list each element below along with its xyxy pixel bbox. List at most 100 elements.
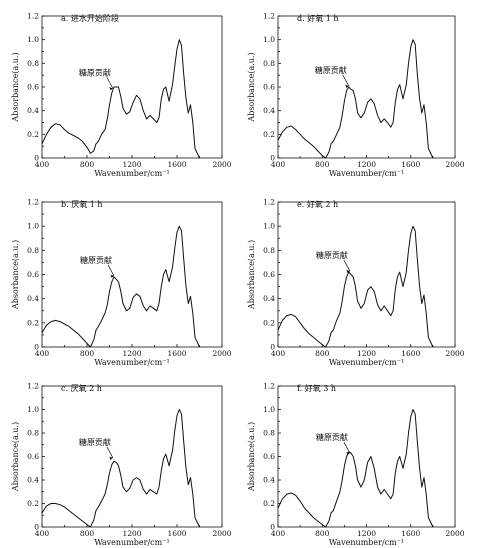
- x-tick-label: 800: [80, 160, 95, 169]
- plot-frame: [277, 15, 456, 159]
- panel-label: e. 好氧 2 h: [297, 199, 338, 209]
- y-tick-label: 1.2: [263, 382, 275, 391]
- x-tick-label: 400: [35, 349, 50, 358]
- y-tick-label: 1.0: [27, 35, 39, 44]
- y-tick-label: 0.8: [27, 246, 39, 255]
- spectrum-line: [41, 409, 200, 528]
- x-tick-label: 2000: [445, 349, 464, 358]
- y-tick-label: 0.4: [263, 294, 275, 303]
- panel-label: b. 厌氧 1 h: [61, 199, 103, 209]
- y-tick-label: 0.8: [263, 59, 275, 68]
- x-axis-title: Wavenumber/cm⁻¹: [94, 358, 169, 367]
- glycogen-annotation: 糖原贡献: [316, 250, 348, 260]
- annotation-arrow: [342, 74, 350, 87]
- x-tick-label: 400: [271, 529, 286, 538]
- y-tick-label: 0.6: [27, 83, 39, 92]
- y-axis-title: Absorbance(a.u.): [247, 52, 256, 122]
- spectrum-line: [277, 225, 434, 348]
- y-tick-label: 0: [34, 523, 39, 532]
- panel-label: c. 厌氧 2 h: [61, 383, 102, 393]
- x-tick-label: 1600: [401, 160, 420, 169]
- arrow-head-icon: [345, 84, 349, 88]
- y-tick-label: 0.6: [263, 83, 275, 92]
- glycogen-annotation: 糖原贡献: [316, 432, 348, 442]
- x-tick-label: 400: [35, 160, 50, 169]
- annotation-arrow: [343, 259, 351, 272]
- x-axis-title: Wavenumber/cm⁻¹: [94, 169, 169, 178]
- y-tick-label: 0: [34, 154, 39, 163]
- x-tick-label: 1200: [357, 529, 376, 538]
- y-axis-title: Absorbance(a.u.): [11, 240, 20, 310]
- y-tick-label: 0: [34, 343, 39, 352]
- x-tick-label: 1600: [401, 529, 420, 538]
- annotation-arrow: [106, 446, 114, 459]
- y-tick-label: 0.2: [263, 130, 275, 139]
- y-tick-label: 0.6: [263, 452, 275, 461]
- y-tick-label: 1.0: [27, 222, 39, 231]
- y-tick-label: 1.2: [263, 12, 275, 21]
- y-tick-label: 0.4: [27, 106, 39, 115]
- x-tick-label: 2000: [212, 349, 231, 358]
- arrow-head-icon: [346, 451, 350, 456]
- y-tick-label: 0.4: [27, 476, 39, 485]
- y-tick-label: 1.0: [263, 222, 275, 231]
- y-axis-title: Absorbance(a.u.): [11, 422, 20, 492]
- x-tick-label: 2000: [212, 529, 231, 538]
- x-tick-label: 1600: [167, 349, 186, 358]
- annotation-arrow: [106, 77, 114, 89]
- arrow-head-icon: [110, 274, 114, 278]
- x-axis-title: Wavenumber/cm⁻¹: [329, 358, 404, 367]
- y-tick-label: 0.6: [263, 270, 275, 279]
- x-tick-label: 1200: [357, 349, 376, 358]
- glycogen-annotation: 糖原贡献: [315, 65, 347, 75]
- x-tick-label: 800: [315, 160, 330, 169]
- y-tick-label: 0.8: [263, 429, 275, 438]
- x-tick-label: 2000: [445, 160, 464, 169]
- spectrum-line: [277, 39, 434, 159]
- x-tick-label: 1200: [122, 349, 141, 358]
- panel-2: 400 800 1200 1600 2000 0 0.2 0.4 0.6 0.8 1.0 1.2 Wav…: [247, 12, 465, 179]
- plot-frame: [41, 201, 223, 348]
- y-tick-label: 0.4: [263, 476, 275, 485]
- y-tick-label: 0: [270, 343, 275, 352]
- x-tick-label: 400: [271, 349, 286, 358]
- y-tick-label: 0.2: [27, 130, 39, 139]
- y-tick-label: 1.0: [263, 405, 275, 414]
- x-axis-title: Wavenumber/cm⁻¹: [329, 538, 404, 547]
- arrow-head-icon: [109, 456, 113, 460]
- plot-frame: [277, 385, 456, 528]
- panel-label: a. 进水开始阶段: [61, 13, 119, 23]
- y-tick-label: 0.4: [263, 106, 275, 115]
- y-tick-label: 1.2: [27, 198, 39, 207]
- plot-frame: [41, 15, 223, 159]
- y-tick-label: 0.8: [27, 429, 39, 438]
- panel-label: d. 好氧 1 h: [297, 13, 339, 23]
- y-tick-label: 1.0: [27, 405, 39, 414]
- x-tick-label: 800: [80, 349, 95, 358]
- annotation-arrow: [343, 441, 351, 454]
- y-tick-label: 0.6: [27, 452, 39, 461]
- y-tick-label: 1.2: [27, 12, 39, 21]
- y-axis-title: Absorbance(a.u.): [11, 52, 20, 122]
- y-tick-label: 1.0: [263, 35, 275, 44]
- y-tick-label: 1.2: [263, 198, 275, 207]
- panel-label: f. 好氧 3 h: [297, 383, 336, 393]
- x-tick-label: 1200: [357, 160, 376, 169]
- x-tick-label: 800: [315, 529, 330, 538]
- x-tick-label: 1600: [167, 529, 186, 538]
- y-tick-label: 0.8: [27, 59, 39, 68]
- x-tick-label: 1600: [167, 160, 186, 169]
- glycogen-annotation: 糖原贡献: [79, 437, 111, 447]
- y-tick-label: 0: [270, 154, 275, 163]
- y-axis-title: Absorbance(a.u.): [247, 240, 256, 310]
- y-tick-label: 0.2: [263, 318, 275, 327]
- x-tick-label: 1200: [122, 160, 141, 169]
- y-tick-label: 1.2: [27, 382, 39, 391]
- x-tick-label: 2000: [445, 529, 464, 538]
- x-tick-label: 400: [271, 160, 286, 169]
- x-tick-label: 2000: [212, 160, 231, 169]
- y-tick-label: 0.2: [263, 499, 275, 508]
- x-axis-title: Wavenumber/cm⁻¹: [94, 538, 169, 547]
- glycogen-annotation: 糖原贡献: [80, 255, 112, 265]
